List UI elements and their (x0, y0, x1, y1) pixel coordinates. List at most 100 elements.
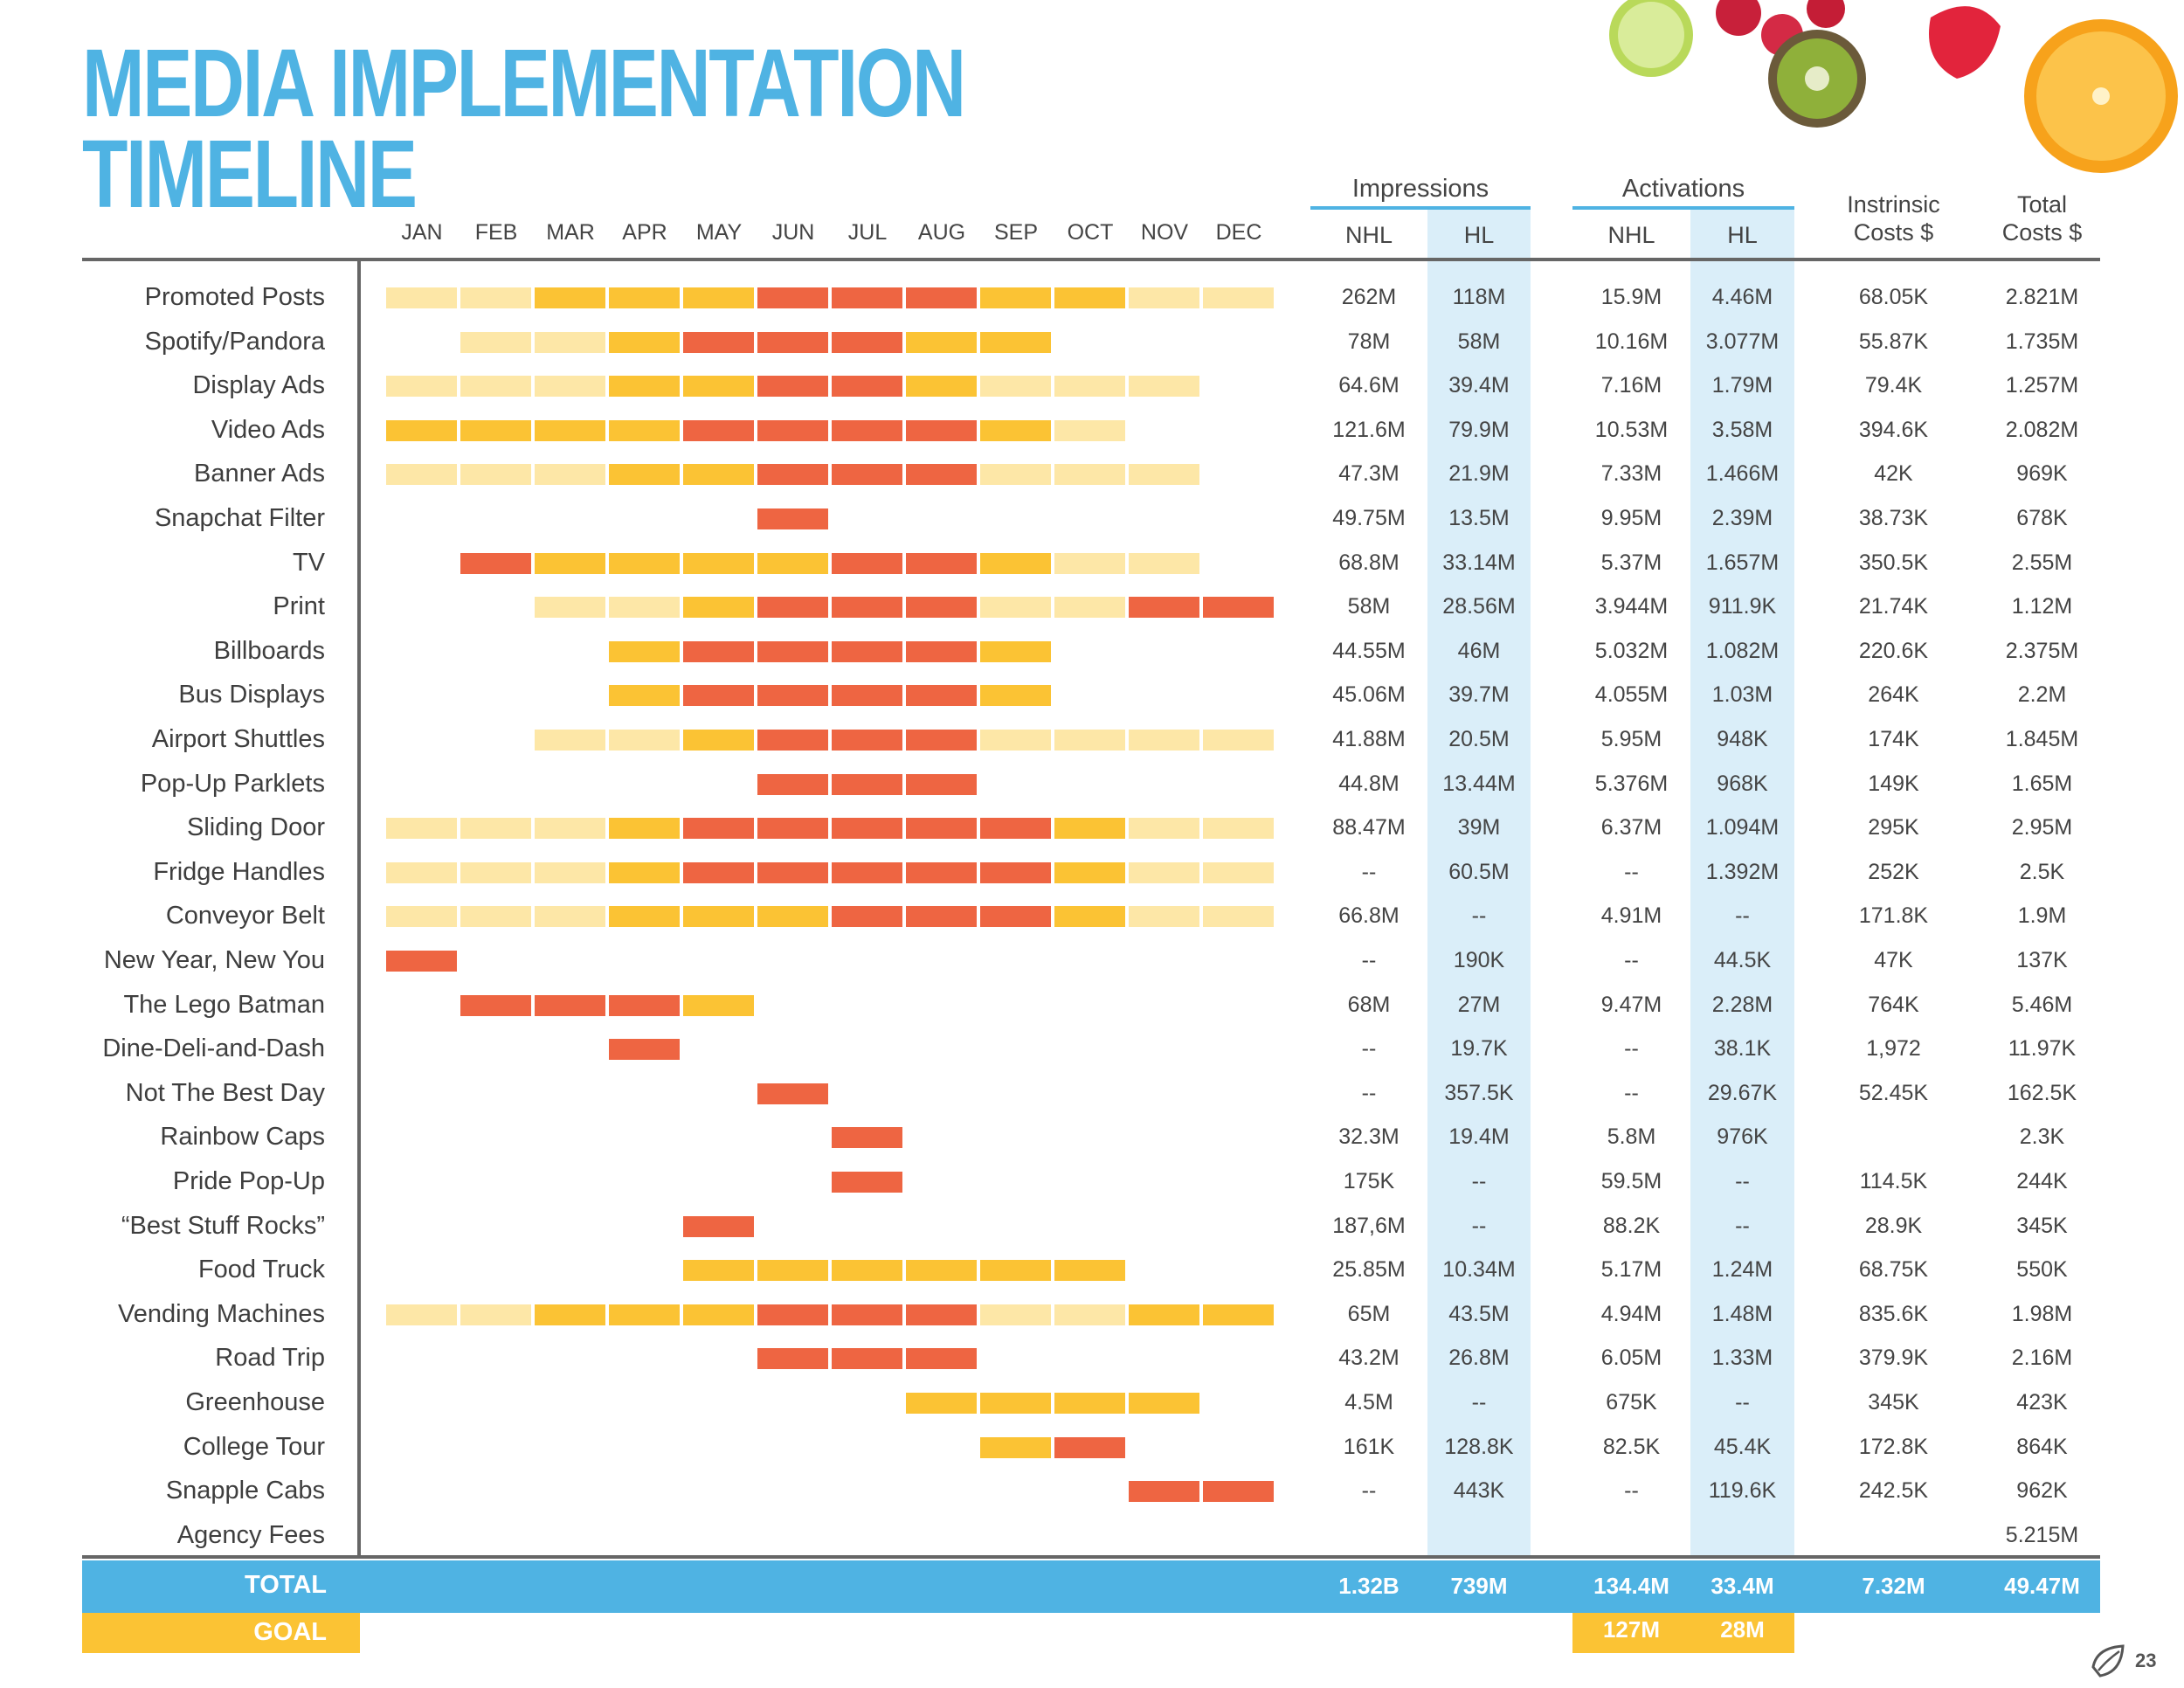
activations-hl-cell: 119.6K (1708, 1478, 1777, 1504)
timeline-bar-jul (832, 906, 902, 928)
impressions-nhl-cell: 49.75M (1332, 506, 1406, 530)
timeline-bar-jul (832, 1304, 902, 1325)
impressions-nhl-cell: -- (1361, 859, 1377, 884)
timeline-bar-sep (980, 1393, 1051, 1414)
timeline-bar-jul (832, 1172, 902, 1193)
impressions-hl-cell: 21.9M (1448, 461, 1510, 487)
brand-leaf-icon (2091, 1644, 2125, 1678)
timeline-bar-nov (1129, 287, 1199, 308)
table-row: Dine-Deli-and-Dash -- 19.7K -- 38.1K 1,972 11.… (0, 1027, 2184, 1070)
lime-flesh (1618, 2, 1684, 68)
activations-nhl-cell: -- (1624, 1478, 1639, 1504)
strawberry (1929, 6, 2001, 80)
timeline-bar-oct (1054, 1436, 1125, 1458)
timeline-bar-may (683, 464, 754, 486)
table-row: Snapchat Filter 49.75M 13.5M 9.95M 2.39M 38.7… (0, 496, 2184, 540)
total-costs-cell: 162.5K (2007, 1080, 2077, 1105)
intrinsic-costs-cell: 68.05K (1858, 285, 1929, 309)
table-row: New Year, New You -- 190K -- 44.5K 47K 137K (0, 938, 2184, 982)
timeline-bar-feb (460, 818, 531, 840)
activations-hl-cell: 1.392M (1705, 859, 1780, 884)
timeline-bar-sep (980, 730, 1051, 751)
impressions-hl-cell: 43.5M (1448, 1301, 1510, 1326)
timeline-bar-oct (1054, 464, 1125, 486)
total-costs-cell: 550K (2016, 1257, 2068, 1283)
total-costs-cell: 864K (2016, 1434, 2068, 1459)
table-row: Road Trip 43.2M 26.8M 6.05M 1.33M 379.9K 2.16M (0, 1336, 2184, 1380)
timeline-bar-sep (980, 1436, 1051, 1458)
impressions-hl-header: HL (1463, 222, 1495, 248)
activations-hl-cell: 2.39M (1711, 506, 1773, 530)
impressions-hl-cell: 118M (1452, 285, 1506, 309)
timeline-bar-mar (535, 419, 605, 441)
total-costs-cell: 1.98M (2011, 1301, 2073, 1326)
timeline-bar-nov (1129, 597, 1199, 619)
month-dec: DEC (1215, 220, 1262, 245)
timeline-bar-feb (460, 994, 531, 1016)
total-costs-cell: 2.2M (2017, 682, 2067, 708)
impressions-nhl-cell: 175K (1343, 1169, 1395, 1193)
timeline-bar-aug (906, 464, 977, 486)
impressions-header: Impressions (1351, 175, 1489, 203)
timeline-bar-mar (535, 287, 605, 308)
timeline-bar-sep (980, 906, 1051, 928)
timeline-bar-jul (832, 552, 902, 574)
timeline-bar-dec (1203, 1304, 1274, 1325)
timeline-bar-jul (832, 464, 902, 486)
timeline-bar-apr (609, 861, 680, 883)
intrinsic-costs-cell: 55.87K (1858, 329, 1929, 354)
total-costs-cell: 423K (2016, 1390, 2068, 1415)
impressions-nhl-cell: 64.6M (1338, 373, 1400, 398)
timeline-bar-sep (980, 464, 1051, 486)
row-label: Print (273, 592, 325, 621)
total-costs-cell: 2.3K (2019, 1124, 2065, 1150)
timeline-bar-sep (980, 376, 1051, 398)
timeline-bar-feb (460, 419, 531, 441)
activations-nhl-cell: 59.5M (1600, 1169, 1662, 1193)
intrinsic-costs-cell: 764K (1868, 992, 1919, 1017)
activations-nhl-cell: 675K (1606, 1390, 1657, 1415)
timeline-bar-sep (980, 861, 1051, 883)
timeline-bar-jun (757, 861, 828, 883)
activations-nhl-cell: 6.05M (1600, 1346, 1662, 1371)
total-costs-cell: 5.46M (2011, 992, 2073, 1017)
table-row: Promoted Posts 262M 118M 15.9M 4.46M 68.05K 2.… (0, 275, 2184, 319)
timeline-bar-aug (906, 773, 977, 795)
total-costs-header-line-1: Total (2016, 191, 2068, 218)
timeline-bar-jun (757, 552, 828, 574)
total-costs-cell: 1.257M (2005, 373, 2079, 398)
timeline-bar-jan (386, 861, 457, 883)
timeline-bar-apr (609, 818, 680, 840)
timeline-bar-mar (535, 464, 605, 486)
timeline-bar-jan (386, 419, 457, 441)
month-aug: AUG (917, 220, 966, 245)
impressions-nhl-cell: 88.47M (1332, 815, 1406, 841)
timeline-bar-jul (832, 640, 902, 662)
total-impressions-nhl: 1.32B (1338, 1573, 1400, 1599)
row-label: Greenhouse (185, 1388, 325, 1416)
timeline-bar-aug (906, 685, 977, 707)
table-row: Bus Displays 45.06M 39.7M 4.055M 1.03M 264K 2.… (0, 673, 2184, 716)
total-costs-cell: 1.845M (2005, 727, 2079, 751)
row-label: “Best Stuff Rocks” (121, 1211, 325, 1240)
total-costs-cell: 1.12M (2011, 594, 2073, 619)
timeline-bar-oct (1054, 376, 1125, 398)
timeline-bar-aug (906, 552, 977, 574)
timeline-bar-jul (832, 419, 902, 441)
intrinsic-costs-header-line-2: Costs $ (1853, 219, 1934, 246)
intrinsic-costs-cell: 264K (1868, 682, 1919, 708)
activations-header: Activations (1621, 175, 1745, 203)
timeline-bar-may (683, 861, 754, 883)
row-label: Pride Pop-Up (172, 1167, 325, 1195)
table-row: The Lego Batman 68M 27M 9.47M 2.28M 764K 5.46M (0, 983, 2184, 1027)
activations-nhl-cell: 15.9M (1600, 285, 1662, 309)
impressions-hl-cell: -- (1471, 1169, 1487, 1193)
impressions-hl-cell: 19.7K (1450, 1036, 1508, 1062)
activations-hl-cell: 3.58M (1711, 417, 1773, 442)
goal-activations-hl: 28M (1720, 1616, 1765, 1643)
row-label: Food Truck (197, 1256, 325, 1284)
timeline-bar-jun (757, 1260, 828, 1282)
activations-hl-cell: 45.4K (1713, 1434, 1772, 1459)
timeline-bar-jan (386, 287, 457, 308)
row-label: Sliding Door (187, 813, 325, 842)
